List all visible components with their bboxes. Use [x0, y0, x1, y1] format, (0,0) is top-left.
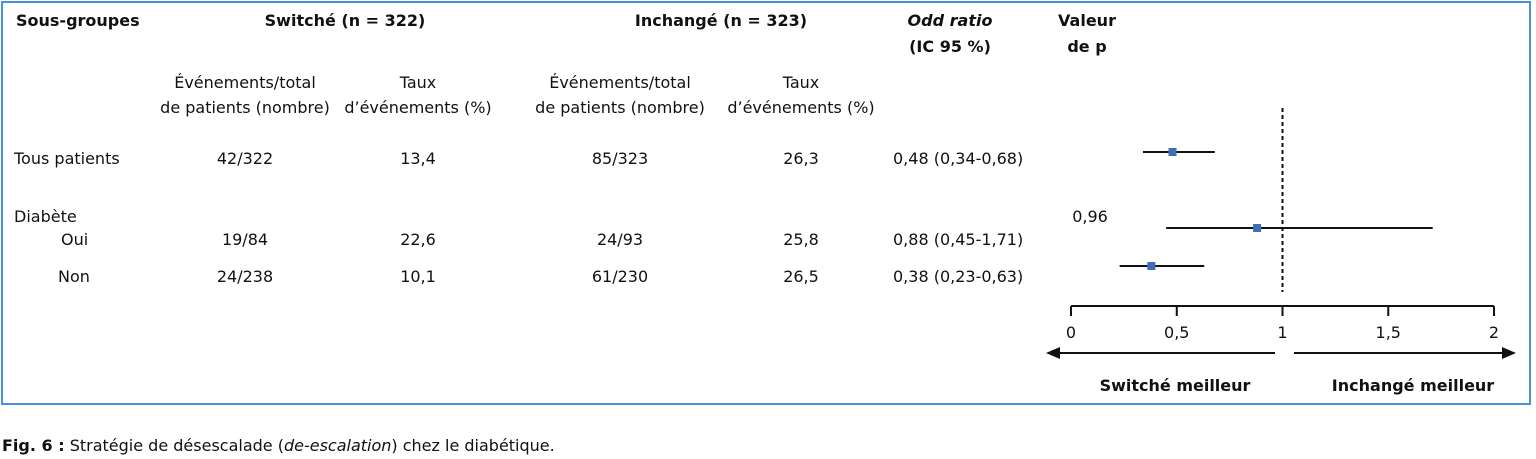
subheader-sw-rate-1: Taux: [399, 73, 437, 92]
odds-ratio-point: [1253, 224, 1262, 232]
cell-sw-events: 42/322: [216, 149, 274, 168]
row-label-yes: Oui: [61, 230, 89, 249]
subheader-un-events-1: Événements/total: [549, 73, 691, 92]
cell-un-events: 61/230: [591, 267, 649, 286]
header-unchanged-group: Inchangé (n = 323): [634, 11, 808, 30]
cell-sw-rate: 13,4: [400, 149, 436, 168]
cell-un-rate: 25,8: [783, 230, 819, 249]
row-label-diabetes: Diabète: [14, 207, 77, 226]
cell-un-events: 24/93: [596, 230, 644, 249]
cell-sw-events: 24/238: [216, 267, 274, 286]
header-pvalue-line2: de p: [1067, 37, 1107, 56]
cell-or-ci: 0,38 (0,23-0,63): [893, 267, 1024, 286]
cell-sw-rate: 10,1: [400, 267, 436, 286]
header-ci: (IC 95 %): [909, 37, 991, 56]
x-tick-label: 1: [1277, 323, 1287, 342]
figure-frame: [1, 1, 1531, 405]
cell-sw-rate: 22,6: [400, 230, 436, 249]
caption-text-after: ) chez le diabétique.: [391, 436, 555, 455]
subheader-un-rate-1: Taux: [782, 73, 820, 92]
cell-or-ci: 0,48 (0,34-0,68): [893, 149, 1024, 168]
subheader-sw-events-1: Événements/total: [174, 73, 316, 92]
favors-left-label: Switché meilleur: [1099, 376, 1251, 395]
figure-caption: Fig. 6 : Stratégie de désescalade (de-es…: [2, 436, 555, 456]
cell-un-events: 85/323: [591, 149, 649, 168]
favors-right-label: Inchangé meilleur: [1331, 376, 1495, 395]
row-label-all: Tous patients: [14, 149, 120, 168]
x-tick-label: 1,5: [1376, 323, 1401, 342]
x-tick-label: 0: [1066, 323, 1076, 342]
header-subgroups: Sous-groupes: [16, 11, 140, 30]
x-tick-label: 0,5: [1164, 323, 1189, 342]
x-tick-label: 2: [1489, 323, 1499, 342]
cell-un-rate: 26,3: [783, 149, 819, 168]
favors-left-arrowhead: [1046, 347, 1060, 359]
cell-or-ci: 0,88 (0,45-1,71): [893, 230, 1024, 249]
favors-right-arrowhead: [1502, 347, 1516, 359]
subheader-sw-events-2: de patients (nombre): [160, 98, 330, 117]
caption-text-before: Stratégie de désescalade (: [64, 436, 284, 455]
forest-plot: 0 0,5 1 1,5 2: [1046, 108, 1516, 359]
cell-sw-events: 19/84: [221, 230, 269, 249]
row-label-no: Non: [58, 267, 90, 286]
header-odd-ratio: Odd ratio: [907, 11, 993, 30]
subheader-un-rate-2: d’événements (%): [727, 98, 875, 117]
subheader-un-events-2: de patients (nombre): [535, 98, 705, 117]
subheader-sw-rate-2: d’événements (%): [344, 98, 492, 117]
caption-label: Fig. 6 :: [2, 436, 65, 455]
header-switched-group: Switché (n = 322): [264, 11, 426, 30]
caption-text-italic: de-escalation: [283, 436, 392, 455]
header-pvalue: Valeur: [1058, 11, 1116, 30]
cell-un-rate: 26,5: [783, 267, 819, 286]
cell-pvalue: 0,96: [1072, 207, 1108, 226]
odds-ratio-point: [1147, 262, 1156, 270]
odds-ratio-point: [1168, 148, 1177, 156]
